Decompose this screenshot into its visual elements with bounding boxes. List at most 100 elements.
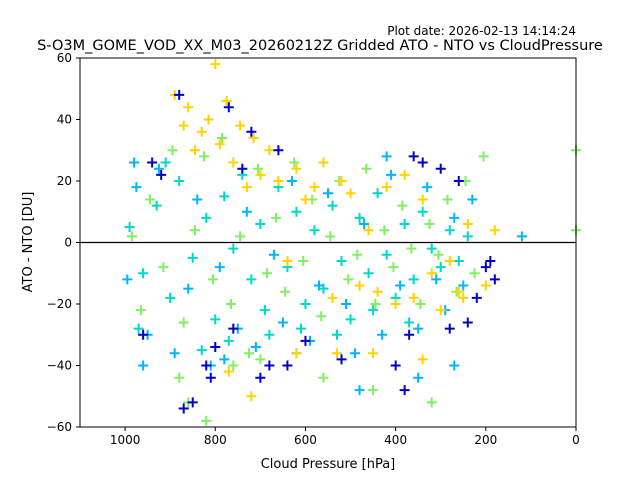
data-point	[469, 268, 480, 279]
data-point	[282, 255, 293, 266]
data-point	[282, 360, 293, 371]
data-point	[255, 372, 266, 383]
y-tick-label: −60	[47, 420, 72, 434]
data-point	[408, 274, 419, 285]
data-point	[124, 222, 135, 233]
data-point	[368, 305, 379, 316]
data-point	[160, 157, 171, 168]
data-point	[467, 194, 478, 205]
data-point	[372, 286, 383, 297]
data-point	[325, 231, 336, 242]
data-point	[444, 323, 455, 334]
data-point	[395, 280, 406, 291]
data-point	[153, 163, 164, 174]
y-tick-label: −40	[47, 359, 72, 373]
data-point	[235, 231, 246, 242]
data-point	[189, 145, 200, 156]
data-point	[406, 243, 417, 254]
data-point	[399, 219, 410, 230]
data-point	[289, 157, 300, 168]
y-tick-label: 20	[57, 174, 72, 188]
data-point	[178, 403, 189, 414]
data-point	[221, 96, 232, 107]
data-point	[462, 231, 473, 242]
data-point	[336, 176, 347, 186]
data-point	[217, 132, 228, 143]
data-point	[318, 372, 329, 383]
data-point	[144, 194, 155, 205]
series-3	[169, 59, 500, 402]
data-point	[453, 255, 464, 266]
data-point	[246, 391, 257, 402]
data-point	[241, 206, 252, 217]
data-point	[208, 274, 219, 285]
data-point	[309, 225, 320, 236]
data-point	[381, 182, 392, 193]
series-0	[124, 157, 473, 356]
data-point	[327, 200, 338, 211]
data-point	[424, 219, 435, 230]
data-point	[223, 335, 234, 346]
data-point	[449, 212, 460, 223]
data-point	[318, 157, 329, 168]
data-point	[444, 255, 455, 266]
data-point	[489, 274, 500, 285]
data-point	[485, 255, 496, 266]
data-point	[223, 102, 234, 113]
data-point	[259, 305, 270, 316]
data-point	[381, 151, 392, 162]
data-point	[129, 157, 140, 168]
data-point	[390, 360, 401, 371]
x-tick-label: 200	[474, 433, 497, 447]
data-point	[147, 157, 158, 168]
data-point	[196, 126, 207, 137]
data-point	[156, 169, 167, 180]
data-point	[361, 163, 372, 174]
data-point	[219, 354, 230, 365]
data-point	[377, 329, 388, 340]
chart-title: S-O3M_GOME_VOD_XX_M03_20260212Z Gridded …	[37, 38, 603, 54]
data-point	[435, 163, 446, 174]
x-tick-label: 400	[384, 433, 407, 447]
data-point	[151, 200, 162, 211]
data-point	[165, 292, 176, 303]
data-point	[228, 243, 239, 254]
data-point	[408, 292, 419, 303]
data-point	[255, 219, 266, 230]
data-point	[138, 329, 149, 340]
data-point	[350, 348, 361, 359]
data-point	[138, 360, 149, 371]
data-point	[462, 219, 473, 230]
data-point	[458, 292, 469, 303]
data-point	[255, 354, 266, 365]
data-point	[404, 329, 415, 340]
data-point	[404, 317, 415, 328]
data-point	[178, 120, 189, 131]
data-point	[277, 317, 288, 328]
data-point	[345, 188, 356, 199]
data-point	[196, 345, 207, 356]
data-point	[336, 354, 347, 365]
data-point	[183, 102, 194, 113]
data-point	[210, 342, 221, 353]
data-point	[354, 280, 365, 291]
data-point	[354, 385, 365, 396]
data-point	[370, 299, 381, 309]
data-point	[223, 366, 234, 377]
data-point	[316, 311, 327, 322]
data-point	[201, 360, 212, 371]
data-point	[255, 169, 266, 180]
data-point	[158, 262, 169, 273]
data-point	[219, 191, 230, 202]
data-point	[228, 157, 239, 168]
data-point	[214, 139, 225, 150]
data-point	[368, 385, 379, 396]
data-point	[359, 219, 370, 230]
data-point	[189, 225, 200, 236]
data-point	[228, 360, 239, 371]
y-axis-label: ATO - NTO [DU]	[21, 192, 36, 293]
data-point	[458, 280, 469, 291]
data-point	[187, 252, 198, 263]
